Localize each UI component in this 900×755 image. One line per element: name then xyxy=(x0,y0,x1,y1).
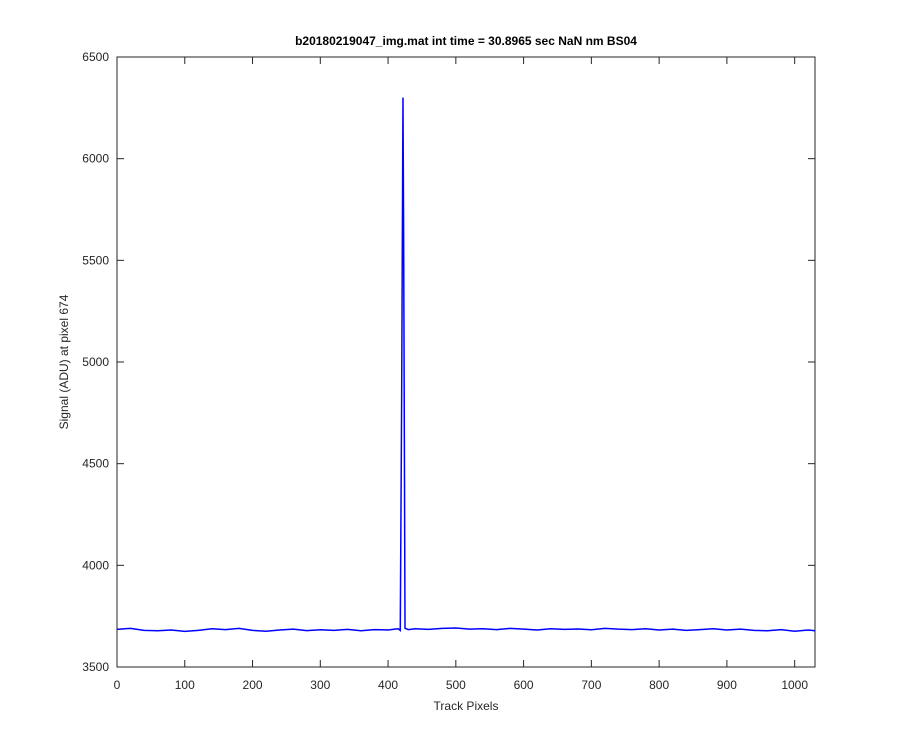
y-axis-label: Signal (ADU) at pixel 674 xyxy=(57,294,71,429)
x-tick-label: 100 xyxy=(175,678,195,692)
y-tick-label: 3500 xyxy=(82,660,109,674)
x-tick-label: 400 xyxy=(378,678,398,692)
data-line xyxy=(116,97,816,633)
y-tick-label: 5000 xyxy=(82,355,109,369)
x-tick-label: 500 xyxy=(446,678,466,692)
y-tick-label: 4500 xyxy=(82,457,109,471)
x-tick-label: 900 xyxy=(717,678,737,692)
x-axis-label: Track Pixels xyxy=(434,699,499,713)
chart-title: b20180219047_img.mat int time = 30.8965 … xyxy=(295,34,637,48)
y-tick-label: 6000 xyxy=(82,152,109,166)
x-tick-label: 600 xyxy=(514,678,534,692)
y-tick-label: 4000 xyxy=(82,558,109,572)
x-tick-label: 200 xyxy=(243,678,263,692)
x-tick-label: 800 xyxy=(649,678,669,692)
x-tick-label: 700 xyxy=(581,678,601,692)
x-tick-label: 0 xyxy=(114,678,121,692)
y-tick-label: 6500 xyxy=(82,50,109,64)
y-tick-label: 5500 xyxy=(82,253,109,267)
x-tick-label: 1000 xyxy=(781,678,808,692)
x-tick-label: 300 xyxy=(310,678,330,692)
